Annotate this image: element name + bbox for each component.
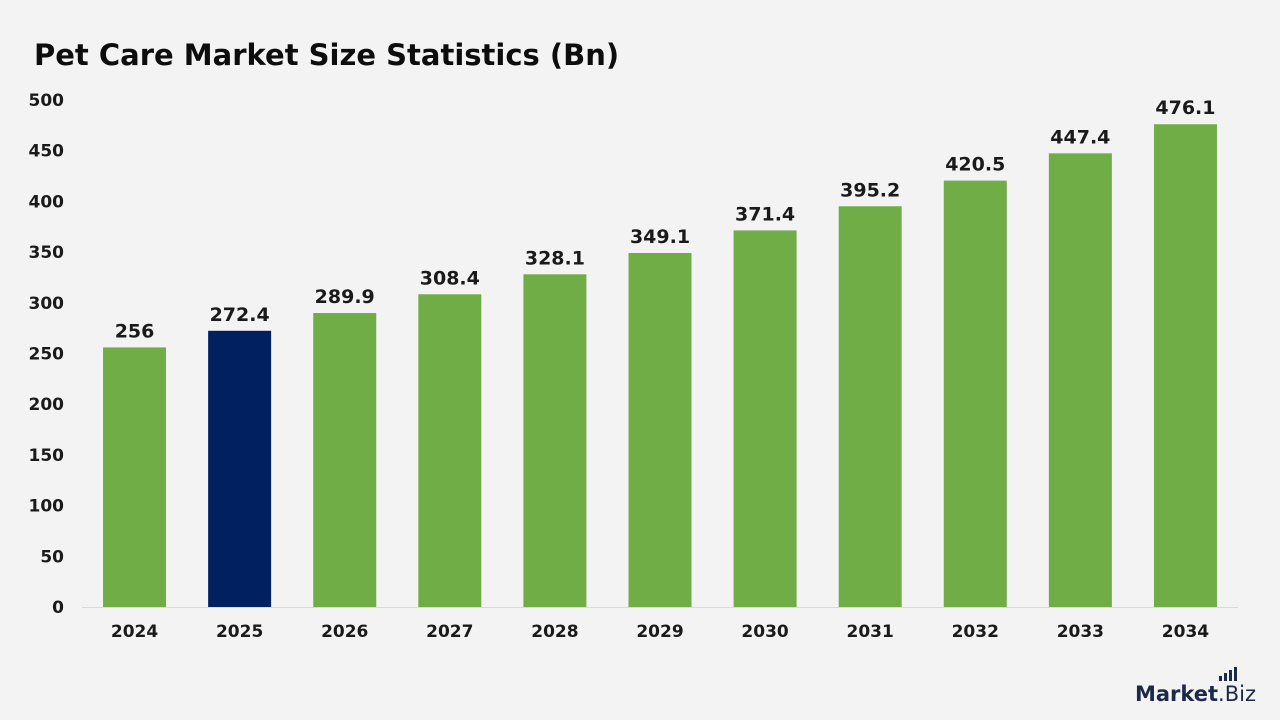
x-tick-label-2031: 2031 [847,622,894,642]
data-label-2034: 476.1 [1155,97,1215,119]
data-label-2031: 395.2 [840,179,900,201]
x-tick-label-2026: 2026 [321,622,368,642]
x-tick-label-2024: 2024 [111,622,158,642]
bar-2029 [628,253,692,607]
bar-2028 [523,274,587,607]
chart-title: Pet Care Market Size Statistics (Bn) [34,38,620,72]
y-tick-label: 350 [29,243,65,263]
brand-name-regular: .Biz [1218,682,1256,706]
bar-2025 [208,330,272,607]
x-tick-label-2025: 2025 [216,622,263,642]
y-tick-label: 500 [29,91,65,111]
bar-2032 [943,180,1007,607]
x-tick-label-2029: 2029 [636,622,683,642]
data-label-2032: 420.5 [945,154,1005,176]
data-label-2025: 272.4 [210,304,270,326]
data-label-2024: 256 [115,320,155,342]
bar-2033 [1048,153,1112,607]
data-label-2029: 349.1 [630,226,690,248]
bar-2030 [733,230,797,608]
y-tick-label: 50 [40,547,64,567]
bar-chart-icon [1219,667,1237,681]
x-tick-label-2032: 2032 [952,622,999,642]
x-tick-label-2033: 2033 [1057,622,1104,642]
brand-name-bold: Market [1134,682,1219,706]
y-tick-label: 0 [52,598,64,618]
bar-2031 [838,206,902,607]
bar-2024 [103,347,167,607]
bar-2026 [313,313,377,607]
y-tick-label: 200 [29,395,65,415]
y-tick-label: 300 [29,294,65,314]
data-label-2033: 447.4 [1050,126,1110,148]
data-label-2028: 328.1 [525,247,585,269]
bar-2034 [1153,124,1217,608]
data-label-2027: 308.4 [420,267,480,289]
data-label-2030: 371.4 [735,203,795,225]
data-label-2026: 289.9 [315,286,375,308]
y-tick-label: 100 [29,497,65,517]
y-tick-label: 450 [29,142,65,162]
x-tick-label-2027: 2027 [426,622,473,642]
x-tick-label-2034: 2034 [1162,622,1209,642]
bar-2027 [418,294,482,607]
y-tick-label: 150 [29,446,65,466]
brand-logo: Market .Biz [1134,667,1256,706]
x-tick-label-2030: 2030 [741,622,788,642]
y-tick-label: 250 [29,345,65,365]
y-tick-label: 400 [29,192,65,212]
x-tick-label-2028: 2028 [531,622,578,642]
